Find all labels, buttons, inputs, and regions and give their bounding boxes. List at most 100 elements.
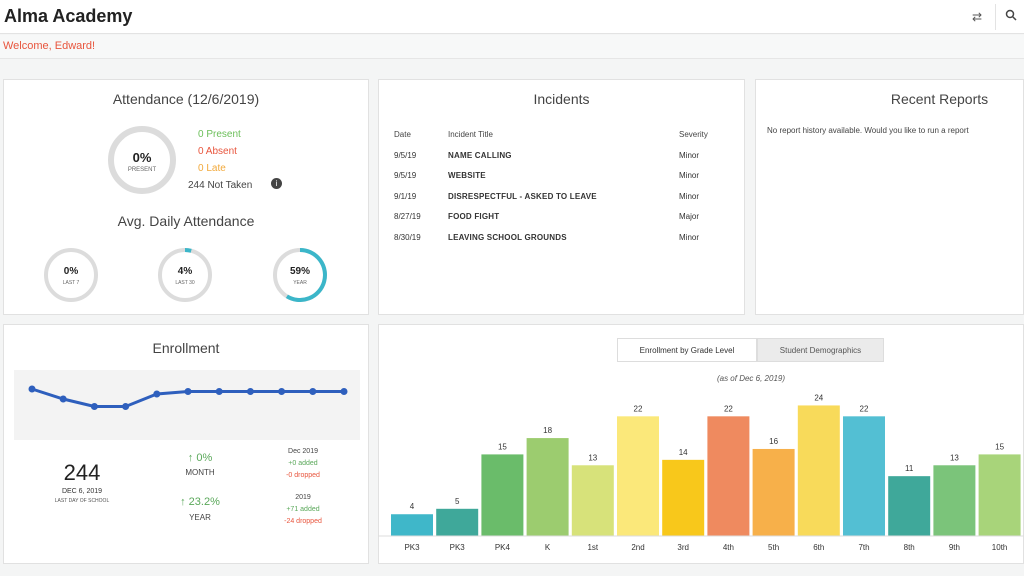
present-ring-label: PRESENT xyxy=(127,167,157,173)
grade-bar-value: 18 xyxy=(543,426,552,435)
divider xyxy=(995,4,996,30)
late-count[interactable]: 0 Late xyxy=(198,163,226,174)
year-dropped: -24 dropped xyxy=(284,518,322,525)
grade-tick-label: 4th xyxy=(723,543,734,552)
grade-bar-value: 14 xyxy=(679,448,688,457)
grade-tick-label: 6th xyxy=(813,543,824,552)
incident-title[interactable]: FOOD FIGHT xyxy=(448,212,500,221)
dec-added: +0 added xyxy=(288,460,318,467)
avg-last7-value: 0% xyxy=(63,266,79,277)
grade-bar-value: 5 xyxy=(455,497,460,506)
incident-title[interactable]: WEBSITE xyxy=(448,171,486,180)
app-title: Alma Academy xyxy=(4,6,133,26)
grade-bar xyxy=(707,416,750,536)
avg-last7-label: LAST 7 xyxy=(62,280,80,286)
enrollment-point xyxy=(278,388,286,395)
grade-bar-value: 11 xyxy=(905,464,914,473)
avg-year-label: YEAR xyxy=(293,280,307,286)
enrollment-point xyxy=(309,388,317,395)
avg-year-value: 59% xyxy=(289,266,310,277)
as-of-date: (as of Dec 6, 2019) xyxy=(716,374,786,383)
grade-bar xyxy=(526,438,569,536)
grade-tick-label: 2nd xyxy=(631,543,644,552)
incident-severity: Minor xyxy=(679,151,700,160)
incident-title[interactable]: NAME CALLING xyxy=(448,151,512,160)
enrollment-point xyxy=(184,388,192,395)
swap-arrows-icon[interactable]: ⇄ xyxy=(971,10,983,24)
grade-tick-label: PK3 xyxy=(450,543,466,552)
enrollment-point xyxy=(340,388,348,395)
enrollment-point xyxy=(215,388,223,395)
year-change-percent: ↑ 23.2% xyxy=(180,496,220,508)
enrollment-line-chart xyxy=(14,370,360,440)
welcome-message: Welcome, Edward! xyxy=(3,40,96,52)
enrollment-card xyxy=(3,324,369,564)
grade-bar xyxy=(843,416,885,536)
incident-title[interactable]: DISRESPECTFUL - ASKED TO LEAVE xyxy=(448,192,597,201)
dec-dropped: -0 dropped xyxy=(286,472,320,479)
grade-tick-label: 8th xyxy=(904,543,915,552)
grade-bar xyxy=(436,508,479,536)
avg-ring-last30: 4% LAST 30 xyxy=(158,248,212,302)
grade-bar-value: 4 xyxy=(410,502,415,511)
attendance-title: Attendance (12/6/2019) xyxy=(112,91,260,107)
enrollment-point xyxy=(246,388,254,395)
grade-bar-value: 22 xyxy=(634,404,643,413)
grade-bar-value: 22 xyxy=(860,404,869,413)
month-label: MONTH xyxy=(185,468,215,477)
grade-bar-value: 13 xyxy=(588,453,597,462)
enrollment-point xyxy=(59,395,67,403)
grade-bar xyxy=(978,454,1021,536)
enrollment-title: Enrollment xyxy=(152,340,220,356)
grade-bar-value: 13 xyxy=(950,453,959,462)
enrollment-count: 244 xyxy=(63,460,101,485)
tab-enrollment-by-grade[interactable]: Enrollment by Grade Level xyxy=(617,338,757,362)
grade-tick-label: PK3 xyxy=(404,543,420,552)
dec-2019-label: Dec 2019 xyxy=(288,448,318,455)
incidents-card xyxy=(378,79,745,315)
incident-date: 9/1/19 xyxy=(394,192,417,201)
present-count[interactable]: 0 Present xyxy=(198,129,241,140)
year-2019-label: 2019 xyxy=(295,494,311,501)
grade-bar-value: 24 xyxy=(814,393,823,402)
grade-tick-label: 5th xyxy=(768,543,779,552)
grade-tick-label: PK4 xyxy=(495,543,511,552)
absent-count[interactable]: 0 Absent xyxy=(198,146,237,157)
grade-bar-value: 15 xyxy=(498,442,507,451)
grade-bar-value: 22 xyxy=(724,404,733,413)
incident-date: 8/27/19 xyxy=(394,212,421,221)
tab-student-demographics[interactable]: Student Demographics xyxy=(757,338,884,362)
incident-severity: Minor xyxy=(679,192,700,201)
grade-bar xyxy=(481,454,524,536)
no-reports-message[interactable]: No report history available. Would you l… xyxy=(767,126,969,135)
info-icon[interactable]: i xyxy=(271,178,282,189)
incident-severity: Minor xyxy=(679,233,700,242)
incidents-title: Incidents xyxy=(533,91,590,107)
enrollment-point xyxy=(28,385,36,393)
incident-title[interactable]: LEAVING SCHOOL GROUNDS xyxy=(448,233,567,242)
grade-bar xyxy=(933,465,976,536)
grade-bar-chart: 4 PK3 5 PK3 15 PK4 18 K 13 1st 22 2nd 14 3rd 22 4th 16 5t… xyxy=(378,393,1024,552)
incident-severity: Major xyxy=(679,212,700,221)
grade-bar xyxy=(752,448,795,536)
top-bar: Alma Academy ⇄ xyxy=(0,0,1024,34)
incident-date: 9/5/19 xyxy=(394,171,417,180)
present-percent: 0% xyxy=(132,150,152,165)
enrollment-point xyxy=(90,403,98,410)
search-icon[interactable] xyxy=(1002,8,1020,26)
incidents-header-date: Date xyxy=(394,130,411,139)
grade-bar xyxy=(662,459,705,536)
grade-bar xyxy=(888,476,931,536)
grade-bar xyxy=(617,416,659,536)
incident-severity: Minor xyxy=(679,171,700,180)
month-change-percent: ↑ 0% xyxy=(187,452,213,464)
grade-bar xyxy=(797,405,840,536)
year-label: YEAR xyxy=(189,513,211,522)
incidents-header-severity: Severity xyxy=(679,130,708,139)
year-added: +71 added xyxy=(286,506,320,513)
recent-reports-card xyxy=(755,79,1024,315)
avg-last30-value: 4% xyxy=(177,266,193,277)
grade-tick-label: 3rd xyxy=(677,543,689,552)
incidents-header-title: Incident Title xyxy=(448,130,493,139)
not-taken-count[interactable]: 244 Not Taken xyxy=(188,180,253,191)
